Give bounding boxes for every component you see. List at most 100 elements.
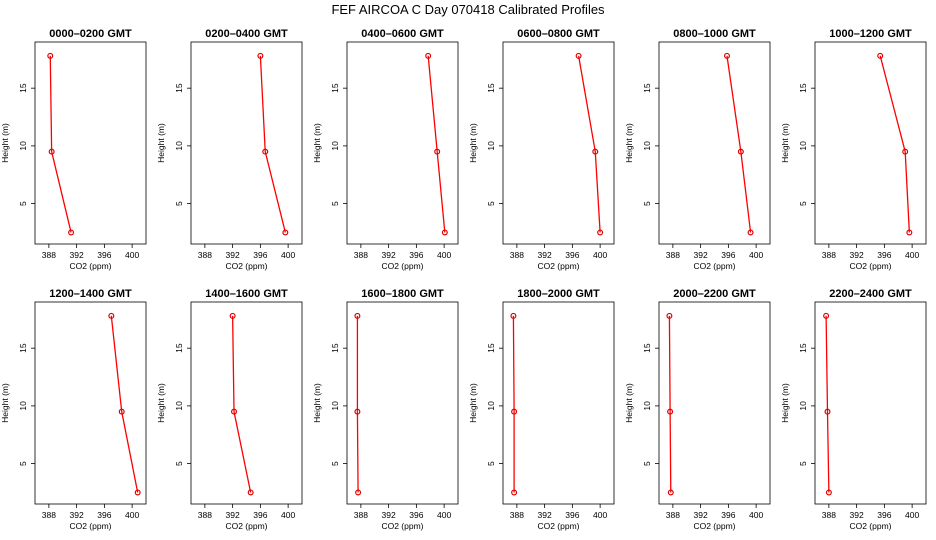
x-tick-label: 396 — [877, 510, 891, 520]
x-tick-label: 388 — [354, 250, 368, 260]
x-tick-label: 388 — [198, 510, 212, 520]
y-axis-label: Height (m) — [780, 383, 790, 423]
x-tick-label: 392 — [382, 510, 396, 520]
y-tick-label: 15 — [798, 343, 808, 353]
y-tick-label: 10 — [18, 401, 28, 411]
panel: 1000–1200 GMT 388 392 396 400 CO2 (ppm) 5 10 15 H… — [780, 28, 927, 271]
plot-frame — [190, 301, 303, 505]
data-point — [575, 52, 582, 59]
x-tick-label: 388 — [510, 250, 524, 260]
y-tick-label: 10 — [18, 141, 28, 151]
x-axis-label: CO2 (ppm) — [225, 261, 267, 271]
panel: 1600–1800 GMT 388 392 396 400 CO2 (ppm) 5 10 15 H… — [312, 288, 459, 531]
x-tick-label: 400 — [125, 250, 139, 260]
x-tick-label: 388 — [666, 510, 680, 520]
x-tick-label: 400 — [593, 510, 607, 520]
panel: 0200–0400 GMT 388 392 396 400 CO2 (ppm) 5 10 15 H… — [156, 28, 303, 271]
x-tick-label: 392 — [226, 250, 240, 260]
data-point — [108, 312, 115, 319]
data-point — [68, 229, 75, 236]
panel: 0600–0800 GMT 388 392 396 400 CO2 (ppm) 5 10 15 H… — [468, 28, 615, 271]
data-point — [47, 52, 54, 59]
data-point — [229, 312, 236, 319]
y-axis-label: Height (m) — [312, 123, 322, 163]
data-point — [823, 312, 830, 319]
panel: 0400–0600 GMT 388 392 396 400 CO2 (ppm) 5 10 15 H… — [312, 28, 459, 271]
y-tick-label: 15 — [174, 343, 184, 353]
profile-line — [427, 55, 446, 233]
data-point — [262, 148, 269, 155]
data-point — [666, 312, 673, 319]
x-axis-label: CO2 (ppm) — [225, 521, 267, 531]
y-axis-label: Height (m) — [156, 123, 166, 163]
panels: 0000–0200 GMT 388 392 396 400 CO2 (ppm) 5 10 15 H… — [0, 28, 927, 531]
data-point — [723, 52, 730, 59]
data-point — [134, 489, 141, 496]
panel: 2000–2200 GMT 388 392 396 400 CO2 (ppm) 5 10 15 H… — [624, 288, 771, 531]
x-axis-label: CO2 (ppm) — [849, 261, 891, 271]
x-tick-label: 388 — [42, 250, 56, 260]
y-tick-label: 10 — [642, 141, 652, 151]
y-axis-label: Height (m) — [624, 383, 634, 423]
data-point — [441, 229, 448, 236]
x-tick-label: 400 — [437, 510, 451, 520]
x-tick-label: 400 — [281, 250, 295, 260]
y-tick-label: 5 — [486, 201, 496, 206]
y-tick-label: 5 — [18, 201, 28, 206]
profile-line — [356, 315, 359, 493]
plot-frame — [814, 301, 927, 505]
panel: 0800–1000 GMT 388 392 396 400 CO2 (ppm) 5 10 15 H… — [624, 28, 771, 271]
x-tick-label: 396 — [877, 250, 891, 260]
y-axis-label: Height (m) — [156, 383, 166, 423]
y-tick-label: 5 — [174, 461, 184, 466]
x-axis-label: CO2 (ppm) — [381, 521, 423, 531]
y-tick-label: 10 — [798, 141, 808, 151]
y-tick-label: 15 — [174, 83, 184, 93]
y-tick-label: 5 — [174, 201, 184, 206]
x-tick-label: 392 — [694, 510, 708, 520]
y-tick-label: 5 — [798, 461, 808, 466]
y-axis-label: Height (m) — [312, 383, 322, 423]
x-tick-label: 392 — [382, 250, 396, 260]
y-tick-label: 10 — [642, 401, 652, 411]
x-tick-label: 388 — [666, 250, 680, 260]
x-tick-label: 396 — [409, 510, 423, 520]
y-tick-label: 15 — [330, 83, 340, 93]
panel: 1200–1400 GMT 388 392 396 400 CO2 (ppm) 5 10 15 H… — [0, 288, 147, 531]
data-point — [511, 408, 518, 415]
y-axis-label: Height (m) — [0, 123, 10, 163]
y-tick-label: 10 — [330, 141, 340, 151]
x-tick-label: 392 — [694, 250, 708, 260]
y-tick-label: 5 — [642, 201, 652, 206]
profile-line — [726, 55, 752, 233]
panel: 1800–2000 GMT 388 392 396 400 CO2 (ppm) 5 10 15 H… — [468, 288, 615, 531]
panel-title: 0000–0200 GMT — [49, 28, 132, 40]
y-tick-label: 15 — [642, 83, 652, 93]
data-point — [592, 148, 599, 155]
data-point — [902, 148, 909, 155]
x-tick-label: 396 — [97, 250, 111, 260]
y-tick-label: 5 — [642, 461, 652, 466]
plot-frame — [34, 301, 147, 505]
x-tick-label: 396 — [721, 250, 735, 260]
data-point — [877, 52, 884, 59]
y-tick-label: 10 — [798, 401, 808, 411]
y-tick-label: 15 — [486, 343, 496, 353]
plot-frame — [502, 41, 615, 245]
data-point — [747, 229, 754, 236]
x-axis-label: CO2 (ppm) — [69, 261, 111, 271]
x-axis-label: CO2 (ppm) — [537, 521, 579, 531]
x-tick-label: 396 — [253, 250, 267, 260]
data-point — [282, 229, 289, 236]
y-tick-label: 5 — [798, 201, 808, 206]
y-tick-label: 10 — [174, 141, 184, 151]
data-point — [737, 148, 744, 155]
panel: 1400–1600 GMT 388 392 396 400 CO2 (ppm) 5 10 15 H… — [156, 288, 303, 531]
plot-frame — [190, 41, 303, 245]
profile-line — [110, 315, 139, 493]
data-point — [667, 489, 674, 496]
x-tick-label: 400 — [749, 250, 763, 260]
profile-line — [49, 55, 72, 233]
data-point — [597, 229, 604, 236]
x-tick-label: 392 — [226, 510, 240, 520]
